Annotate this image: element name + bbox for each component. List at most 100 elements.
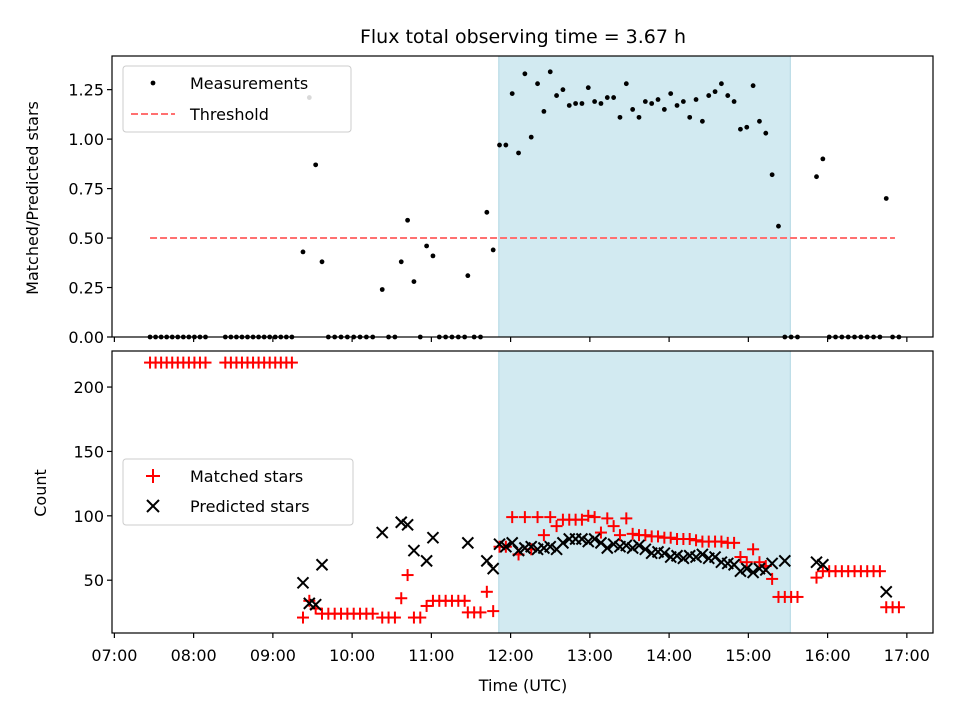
predicted-star-point [556,536,570,550]
measurement-point [566,103,572,108]
measurement-point [319,259,325,265]
predicted-star-point [588,532,601,546]
measurement-point [585,85,591,91]
predicted-star-point [512,544,525,557]
measurement-point [503,142,509,148]
measurement-point [883,196,889,201]
measurement-point [598,101,604,106]
matched-star-point [810,571,823,584]
predicted-star-point [632,539,646,552]
predicted-star-point [296,576,310,589]
top-legend: Measurements Threshold [122,65,352,133]
matched-star-point [537,529,550,542]
predicted-star-point [696,548,709,561]
predicted-star-point [407,544,421,557]
matched-star-point [506,511,519,524]
matched-star-point [747,543,760,556]
matched-star-point [791,590,804,603]
measurement-point [630,107,636,112]
top-y-tick-label: 0.00 [68,328,104,347]
measurement-point [490,247,496,253]
predicted-star-point [525,540,538,553]
measurement-point [509,91,515,96]
predicted-star-point [658,546,671,560]
matched-star-point [575,513,588,526]
measurement-point [649,101,655,106]
measurement-point [668,91,674,96]
measurement-point [636,114,642,120]
top-axes-frame [111,55,934,338]
matched-star-point [873,565,886,578]
measurement-point [763,130,769,136]
measurement-point [674,103,680,108]
measurement-point [661,107,667,112]
predicted-star-point [880,585,893,599]
legend-marker-matched [146,469,160,483]
legend-label-measurements: Measurements [190,74,308,93]
bottom-legend-box [122,458,354,526]
predicted-star-point [689,550,703,564]
matched-star-point [296,611,309,624]
bottom-x-tick-label: 15:00 [725,646,771,665]
matched-star-point [607,520,620,533]
bottom-legend: Matched stars Predicted stars [122,458,354,526]
measurement-point [573,101,578,106]
matched-star-point [715,535,728,548]
matched-star-point [652,530,665,543]
top-y-tick-label: 0.50 [68,229,104,248]
predicted-star-point [734,564,747,578]
bottom-y-ticks: 50 100 150 200 [73,378,112,590]
measurement-point [465,273,471,279]
predicted-star-point [740,562,753,575]
predicted-star-point [401,518,414,532]
predicted-star-point [765,557,779,570]
x-axis-label: Time (UTC) [478,676,567,695]
measurement-point [560,87,566,93]
matched-star-point [664,531,677,544]
predicted-star-point [461,536,475,550]
bottom-y-tick-label: 200 [73,378,104,397]
measurement-point [497,142,502,148]
predicted-star-point [493,537,506,551]
matched-star-point [388,611,401,624]
bottom-x-tick-label: 13:00 [567,646,613,665]
predicted-star-point [544,540,557,553]
matched-star-point [626,527,639,540]
measurement-point [655,97,661,102]
measurement-point [687,114,693,120]
measurement-point [430,253,436,259]
bottom-x-tick-label: 08:00 [171,646,217,665]
measurement-point [484,209,490,215]
predicted-star-point [601,541,614,555]
matched-star-point [734,551,747,564]
matched-star-point [728,536,741,549]
measurement-point [528,134,534,140]
matched-star-point [620,512,633,525]
matched-star-point [588,511,601,524]
bottom-x-tick-label: 11:00 [408,646,454,665]
matched-star-point [639,529,652,542]
top-y-tick-label: 0.75 [68,180,104,199]
predicted-star-point [626,541,639,555]
measurement-point [516,150,521,156]
measurement-point [617,114,623,120]
measurement-point [744,124,750,130]
matched-star-point [458,594,471,607]
measurement-point [738,126,743,132]
measurement-point [731,99,737,104]
predicted-star-point [778,554,792,568]
measurement-point [541,109,547,114]
measurement-point [706,93,712,98]
legend-marker-measurements [150,80,156,86]
measurement-point [313,162,319,168]
bottom-x-tick-label: 09:00 [250,646,296,665]
predicted-star-point [426,531,440,544]
measurement-point [405,217,410,223]
top-x-ticks [113,337,908,342]
bottom-y-axis-label: Count [31,469,50,517]
legend-marker-predicted [146,499,160,513]
measurement-point [719,81,724,87]
top-y-tick-label: 1.25 [68,81,104,100]
measurement-point [820,156,826,162]
matched-star-point [303,594,316,607]
